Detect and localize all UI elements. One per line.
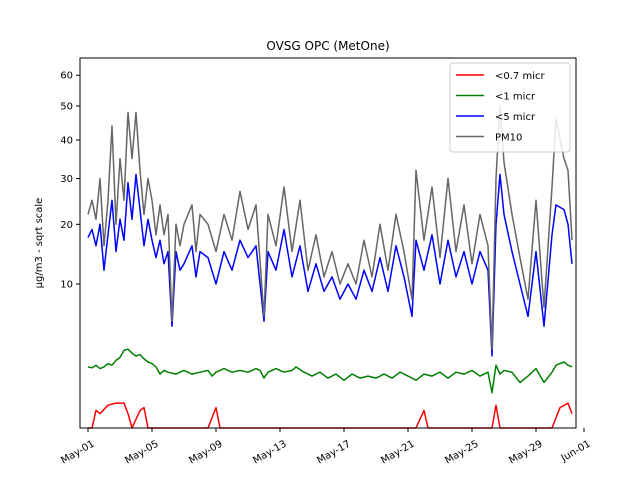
y-tick-label: 50	[60, 101, 73, 112]
legend-label-1: <1 micr	[495, 92, 536, 103]
legend-label-3: PM10	[495, 133, 522, 144]
y-tick-label: 60	[60, 71, 73, 82]
y-tick-label: 30	[60, 174, 73, 185]
series-line-1	[87, 348, 573, 394]
series-line-2	[87, 173, 573, 357]
plot-frame	[79, 57, 577, 429]
y-axis-title: µg/m3 - sqrt scale	[34, 198, 45, 289]
y-tick-label: 10	[60, 279, 73, 290]
y-tick-label: 20	[60, 220, 73, 231]
series-line-3	[87, 105, 573, 350]
y-axis: 10 20 30 40 50 60	[60, 71, 80, 290]
legend: <0.7 micr <1 micr <5 micr PM10	[449, 62, 571, 153]
legend-frame	[449, 62, 571, 153]
legend-label-0: <0.7 micr	[495, 71, 545, 82]
y-tick-label: 40	[60, 135, 73, 146]
chart-title: OVSG OPC (MetOne)	[266, 39, 389, 53]
legend-label-2: <5 micr	[495, 112, 536, 123]
